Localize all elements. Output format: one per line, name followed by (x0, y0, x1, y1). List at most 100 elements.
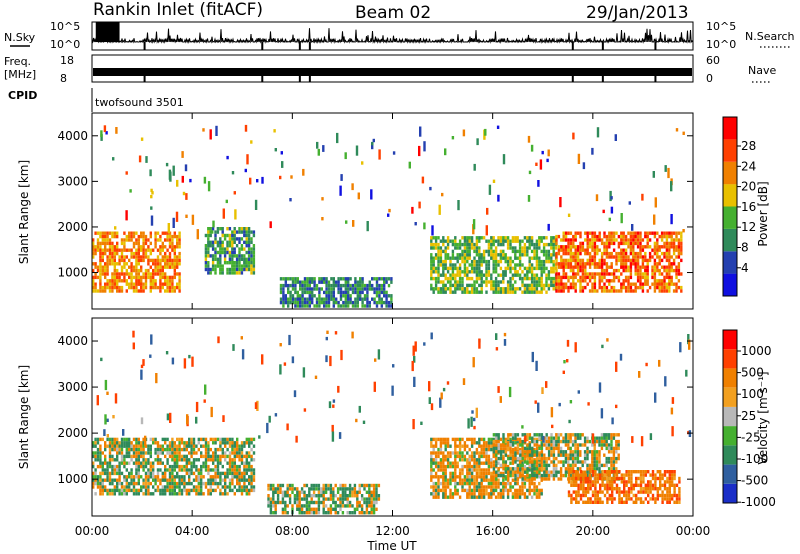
heatmap-cell (552, 467, 556, 471)
heatmap-cell (142, 485, 145, 489)
heatmap-cell (99, 478, 102, 482)
heatmap-cell (466, 253, 469, 257)
heatmap-cell (149, 258, 152, 263)
heatmap-cell (595, 460, 599, 464)
heatmap-cell (600, 433, 604, 437)
heatmap-cell (446, 242, 450, 247)
heatmap-cell (96, 241, 100, 246)
heatmap-cell (432, 495, 435, 499)
heatmap-cell (670, 262, 673, 266)
heatmap-cell (101, 234, 104, 239)
heatmap-cell (567, 460, 570, 464)
heatmap-cell (327, 280, 331, 284)
heatmap-cell (243, 481, 246, 486)
heatmap-cell (236, 451, 239, 455)
heatmap-cell (622, 262, 625, 266)
heatmap-cell (308, 283, 311, 288)
heatmap-cell (596, 238, 599, 242)
heatmap-cell (615, 262, 618, 266)
heatmap-cell (327, 487, 330, 491)
heatmap-cell (159, 275, 162, 280)
heatmap-cell (144, 268, 148, 273)
heatmap-cell (137, 471, 140, 476)
heatmap-cell (366, 304, 369, 308)
heatmap-cell (504, 273, 507, 277)
heatmap-cell (130, 262, 133, 266)
heatmap-cell (528, 441, 531, 445)
heatmap-cell (375, 497, 378, 501)
heatmap-cell (612, 463, 616, 468)
heatmap-cell (106, 282, 109, 286)
heatmap-cell (612, 433, 616, 437)
heatmap-cell (156, 258, 160, 263)
heatmap-cell (439, 441, 443, 445)
heatmap-cell (113, 471, 116, 476)
heatmap-cell (430, 263, 433, 267)
heatmap-cell (497, 450, 500, 454)
heatmap-cell (156, 447, 160, 452)
heatmap-cell (552, 463, 556, 468)
heatmap-cell (149, 464, 152, 469)
heatmap-cell (207, 230, 210, 234)
heatmap-cell (497, 283, 500, 288)
heatmap-cell (613, 473, 616, 477)
heatmap-cell (466, 276, 469, 281)
heatmap-cell (180, 447, 184, 452)
heatmap-cell (341, 487, 345, 491)
heatmap-cell (313, 280, 316, 284)
heatmap-cell (178, 241, 181, 246)
heatmap-cell (248, 437, 251, 442)
heatmap-cell (499, 488, 503, 493)
heatmap-cell (267, 483, 270, 488)
heatmap-cell (641, 272, 645, 276)
heatmap-cell (439, 259, 443, 264)
heatmap-cell (430, 273, 433, 277)
heatmap-cell (361, 287, 364, 291)
heatmap-cell (147, 492, 150, 496)
heatmap-cell (216, 264, 220, 268)
heatmap-cell (576, 470, 580, 474)
heatmap-cell (296, 507, 299, 511)
heatmap-cell (197, 447, 200, 452)
heatmap-cell (492, 239, 495, 243)
heatmap-cell (609, 190, 612, 202)
heatmap-cell (567, 490, 571, 494)
heatmap-cell (351, 183, 354, 191)
heatmap-cell (147, 255, 150, 259)
heatmap-cell (478, 481, 481, 486)
heatmap-cell (461, 242, 464, 247)
heatmap-cell (96, 441, 100, 445)
heatmap-cell (380, 283, 383, 288)
heatmap-cell (125, 485, 128, 489)
heatmap-cell (475, 242, 479, 247)
heatmap-cell (112, 157, 115, 161)
heatmap-cell (523, 470, 527, 474)
heatmap-cell (434, 283, 438, 288)
heatmap-cell (582, 473, 585, 477)
heatmap-cell (528, 478, 531, 482)
heatmap-cell (113, 255, 116, 259)
heatmap-cell (581, 275, 585, 280)
heatmap-cell (612, 241, 616, 246)
heatmap-cell (509, 276, 512, 281)
heatmap-cell (533, 276, 536, 281)
heatmap-cell (502, 270, 505, 274)
heatmap-cell (149, 265, 152, 269)
heatmap-cell (668, 245, 671, 249)
heatmap-cell (665, 265, 669, 269)
heatmap-cell (509, 266, 512, 271)
heatmap-cell (598, 238, 601, 242)
heatmap-cell (354, 304, 357, 308)
heatmap-cell (308, 504, 311, 508)
heatmap-cell (149, 231, 152, 235)
heatmap-cell (243, 261, 246, 265)
heatmap-cell (530, 249, 534, 254)
heatmap-cell (320, 500, 323, 505)
heatmap-cell (620, 272, 623, 276)
heatmap-cell (620, 248, 623, 252)
heatmap-cell (233, 227, 236, 231)
heatmap-cell (571, 450, 575, 454)
heatmap-cell (101, 481, 104, 486)
heatmap-cell (644, 265, 647, 269)
